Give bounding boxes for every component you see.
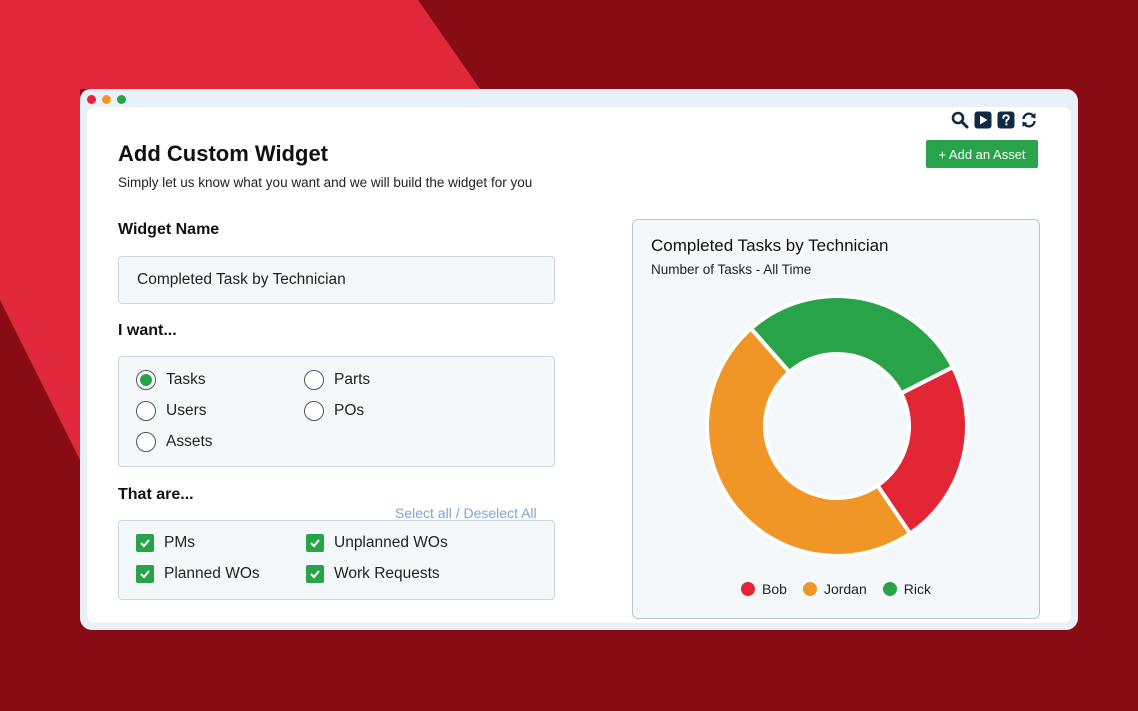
status-checkbox-group: PMs Unplanned WOs Planned WOs Work Reque… [118,520,555,600]
legend-item-bob: Bob [741,581,787,597]
legend-item-rick: Rick [882,581,931,597]
play-icon[interactable] [974,111,992,129]
widget-name-label: Widget Name [118,221,220,238]
checkbox[interactable] [306,534,324,552]
checkbox[interactable] [306,565,324,583]
checkbox[interactable] [136,534,154,552]
radio-button[interactable] [136,401,156,421]
checkbox-label: Work Requests [334,565,440,582]
radio-label: Tasks [166,371,206,388]
checkmark-icon [140,570,150,579]
donut-chart [705,294,969,558]
radio-button[interactable] [304,401,324,421]
app-window: + Add an Asset Add Custom Widget Simply … [80,89,1078,630]
radio-label: Assets [166,433,213,450]
help-icon[interactable] [997,111,1015,129]
checkbox[interactable] [136,565,154,583]
checkbox-label: Unplanned WOs [334,534,448,551]
radio-selected-dot [140,374,152,386]
toolbar [951,111,1038,129]
select-all-link[interactable]: Select all [395,505,452,521]
widget-editor: + Add an Asset Add Custom Widget Simply … [87,107,1071,623]
radio-option-pos[interactable]: POs [304,401,364,421]
add-asset-button[interactable]: + Add an Asset [926,140,1038,168]
checkbox-label: Planned WOs [164,565,260,582]
radio-option-tasks[interactable]: Tasks [136,370,206,390]
chart-preview-card: Completed Tasks by Technician Number of … [632,219,1040,619]
donut-slice-bob[interactable] [874,364,969,537]
radio-button[interactable] [304,370,324,390]
radio-option-users[interactable]: Users [136,401,206,421]
legend-dot [882,582,897,596]
search-icon[interactable] [951,111,969,129]
radio-option-parts[interactable]: Parts [304,370,370,390]
that-are-label: That are... [118,486,194,503]
page-subtitle: Simply let us know what you want and we … [118,175,533,190]
select-deselect-links: Select all / Deselect All [395,505,537,521]
checkbox-option-pms[interactable]: PMs [136,534,195,552]
chart-legend: Bob Jordan Rick [633,581,1039,597]
radio-label: Users [166,402,207,419]
widget-name-input[interactable] [118,256,555,304]
checkmark-icon [310,539,320,548]
checkbox-option-planned-wos[interactable]: Planned WOs [136,565,260,583]
deselect-all-link[interactable]: Deselect All [463,505,537,521]
checkbox-option-work-requests[interactable]: Work Requests [306,565,440,583]
legend-label: Rick [903,581,931,597]
maximize-dot[interactable] [117,95,126,104]
donut-slice-jordan[interactable] [705,325,913,558]
checkmark-icon [310,570,320,579]
legend-item-jordan: Jordan [802,581,867,597]
radio-label: Parts [334,371,371,388]
radio-button[interactable] [136,432,156,452]
radio-option-assets[interactable]: Assets [136,432,213,452]
donut-slice-rick[interactable] [748,294,956,397]
window-controls [87,95,126,104]
legend-dot [741,582,756,596]
type-radio-group: Tasks Parts Users POs Assets [118,356,555,467]
i-want-label: I want... [118,322,177,339]
chart-title: Completed Tasks by Technician [651,236,889,255]
link-separator: / [455,505,460,521]
chart-subtitle: Number of Tasks - All Time [651,262,812,277]
legend-dot [802,582,817,596]
checkbox-option-unplanned-wos[interactable]: Unplanned WOs [306,534,448,552]
radio-button[interactable] [136,370,156,390]
page-title: Add Custom Widget [118,141,328,166]
checkmark-icon [140,539,150,548]
close-dot[interactable] [87,95,96,104]
refresh-icon[interactable] [1020,111,1038,129]
legend-label: Jordan [823,581,867,597]
radio-label: POs [334,402,365,419]
legend-label: Bob [762,581,787,597]
checkbox-label: PMs [164,534,195,551]
minimize-dot[interactable] [102,95,111,104]
